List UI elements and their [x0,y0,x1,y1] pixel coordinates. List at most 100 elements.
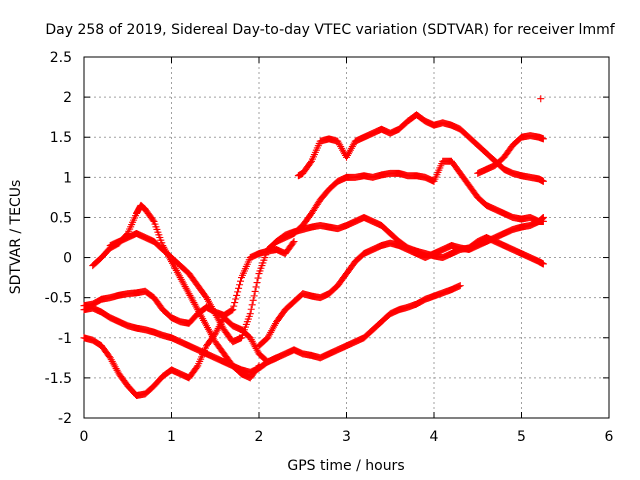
data-point [338,144,346,152]
data-point [335,139,343,147]
data-point [175,272,183,280]
data-point [347,144,355,152]
x-tick-label: 0 [80,429,89,445]
data-point [346,146,354,154]
data-point [218,322,226,330]
y-tick-labels: -2 -1.5 -1 -0.5 0 0.5 1 1.5 2 2.5 [45,50,72,427]
data-point [183,286,191,294]
data-point [149,216,157,224]
data-point [179,279,187,287]
data-point [255,362,263,370]
data-point [235,284,243,292]
data-point [203,294,210,302]
y-tick-label: 1 [63,170,72,186]
data-point [209,334,217,342]
data-point [539,177,547,185]
data-point [345,148,353,156]
data-point [206,301,214,309]
y-tick-label: 0.5 [50,210,72,226]
data-point [228,306,236,314]
data-point [234,288,242,296]
data-point [214,315,222,323]
data-point [193,304,201,312]
data-point [191,300,199,308]
data-point [217,320,225,328]
data-point [211,310,219,318]
data-point [539,217,547,225]
data-point [205,299,213,307]
data-point [307,159,315,167]
data-point [249,296,257,304]
series-7 [294,111,547,185]
x-tick-label: 1 [167,429,176,445]
data-point [201,318,209,326]
series-4 [89,201,263,382]
data-point [194,306,202,314]
data-point [253,279,261,287]
data-point [251,343,259,351]
data-point [230,302,238,310]
y-axis-label: SDTVAR / TECUs [8,180,24,295]
data-point [208,332,216,340]
data-point [254,274,262,282]
data-point [247,305,255,313]
data-point [204,297,212,305]
data-point [187,293,195,301]
data-point [539,135,547,143]
data-point [246,310,254,318]
data-point [200,316,208,324]
data-point [197,311,205,319]
data-point [178,277,186,285]
y-tick-label: -1.5 [45,371,72,387]
data-point [539,260,547,268]
series-9 [474,132,547,177]
data-point [202,320,210,328]
data-point [199,315,207,323]
data-point [210,308,218,316]
x-tick-label: 5 [517,429,526,445]
data-point [249,339,257,347]
data-point [349,141,357,149]
x-tick-label: 3 [342,429,351,445]
data-point [176,274,184,282]
data-point [177,275,185,283]
x-tick-label: 2 [255,429,264,445]
data-point [182,284,190,292]
data-point [170,263,178,271]
data-point [188,295,196,303]
data-point [171,265,179,273]
data-point [247,336,255,344]
x-axis-label: GPS time / hours [287,458,404,474]
x-tick-label: 6 [605,429,614,445]
data-point [264,334,272,342]
data-point [111,363,119,371]
data-point [270,323,278,331]
data-point [196,309,204,317]
y-tick-label: 2.5 [50,50,72,66]
data-point [253,346,261,354]
data-point [208,304,216,312]
data-point [195,307,203,315]
data-point [109,359,117,367]
gridlines [84,57,609,418]
data-point [268,327,276,335]
data-point [348,143,356,151]
chart-title: Day 258 of 2019, Sidereal Day-to-day VTE… [45,22,615,38]
data-point [113,366,121,374]
data-point [537,95,545,103]
data-point [229,306,237,314]
data-point [215,317,223,325]
data-series [80,95,547,400]
series-8 [273,157,547,246]
data-point [212,311,220,319]
y-tick-label: -0.5 [45,291,72,307]
data-point [184,288,192,296]
x-tick-labels: 0 1 2 3 4 5 6 [80,429,614,445]
data-point [344,150,352,158]
data-point [251,287,259,295]
data-point [185,290,193,298]
data-point [232,295,240,303]
data-point [248,337,256,345]
